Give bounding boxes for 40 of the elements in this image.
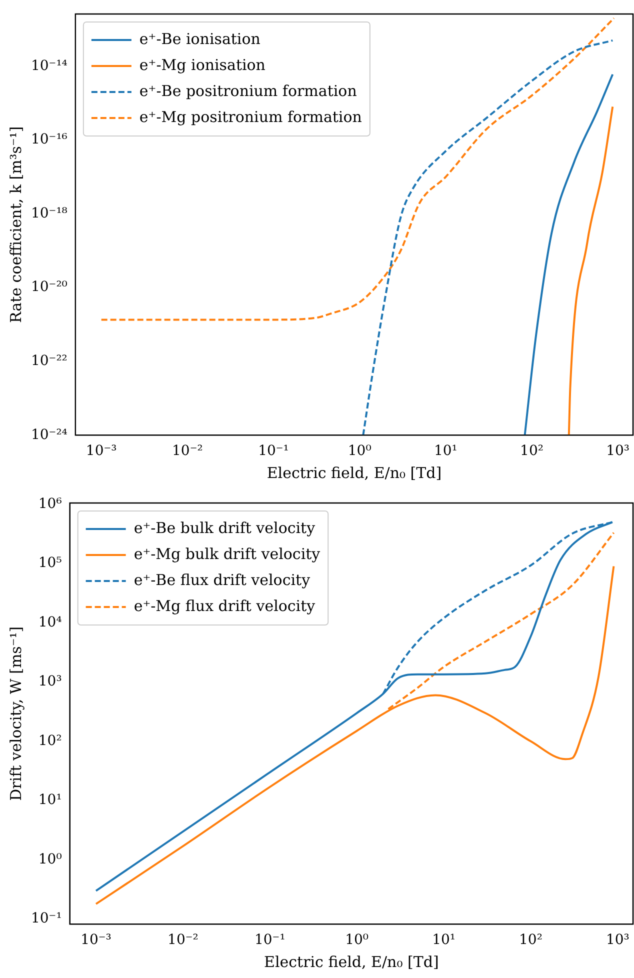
legend-label: e⁺-Mg bulk drift velocity: [134, 544, 321, 563]
x-tick-label: 10⁰: [345, 932, 369, 948]
y-tick-label: 10⁵: [38, 555, 62, 572]
legend-label: e⁺-Be bulk drift velocity: [134, 518, 316, 537]
x-tick-label: 10³: [606, 443, 630, 460]
x-tick-label: 10²: [519, 932, 542, 948]
legend-label: e⁺-Mg flux drift velocity: [134, 596, 316, 615]
y-tick-label: 10¹: [38, 792, 62, 808]
x-tick-label: 10²: [520, 443, 544, 460]
x-tick-label: 10⁰: [348, 443, 372, 460]
x-tick-label: 10⁻²: [172, 443, 203, 460]
x-tick-label: 10⁻¹: [254, 932, 286, 948]
x-axis-title: Electric field, E/n₀ [Td]: [266, 464, 442, 482]
x-tick-label: 10⁻²: [168, 932, 198, 948]
y-tick-label: 10³: [38, 674, 62, 690]
x-tick-label: 10⁻³: [86, 443, 117, 460]
y-tick-label: 10⁻²⁰: [30, 279, 68, 296]
legend-label: e⁺-Mg ionisation: [139, 56, 266, 74]
y-axis-title: Rate coefficient, k [m³s⁻¹]: [6, 126, 25, 323]
y-tick-label: 10⁴: [38, 614, 62, 630]
y-axis-title: Drift velocity, W [ms⁻¹]: [6, 626, 25, 801]
x-tick-label: 10³: [606, 932, 630, 948]
y-tick-label: 10⁻¹: [30, 910, 62, 927]
x-tick-label: 10⁻³: [80, 932, 112, 948]
y-tick-label: 10⁻¹⁶: [30, 132, 68, 148]
y-tick-label: 10⁻²²: [30, 353, 68, 370]
y-tick-label: 10⁻¹⁸: [30, 205, 68, 222]
legend-label: e⁺-Mg positronium formation: [139, 108, 362, 126]
y-tick-label: 10²: [38, 732, 62, 749]
legend-label: e⁺-Be flux drift velocity: [134, 570, 311, 589]
y-tick-label: 10⁶: [38, 496, 62, 512]
legend-label: e⁺-Be ionisation: [139, 30, 261, 48]
x-tick-label: 10⁻¹: [258, 443, 289, 460]
x-tick-label: 10¹: [434, 443, 458, 460]
legend-label: e⁺-Be positronium formation: [139, 82, 358, 100]
x-tick-label: 10¹: [432, 932, 456, 948]
y-tick-label: 10⁰: [38, 851, 62, 868]
y-tick-label: 10⁻²⁴: [30, 426, 68, 443]
y-tick-label: 10⁻¹⁴: [30, 58, 68, 74]
x-axis-title: Electric field, E/n₀ [Td]: [264, 952, 439, 971]
